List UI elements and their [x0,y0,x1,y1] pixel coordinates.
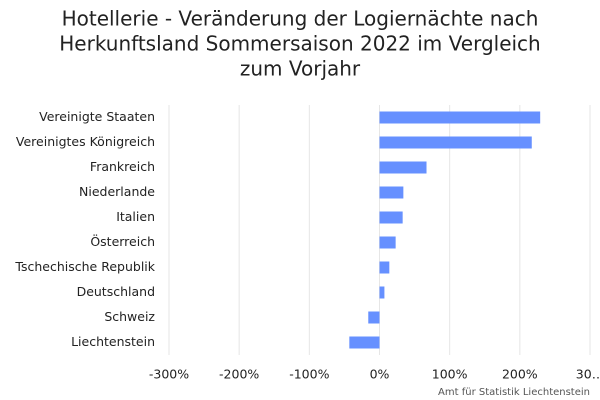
y-tick-label: Italien [116,209,155,224]
chart-title: zum Vorjahr [240,57,361,81]
x-tick-label: 30… [576,367,600,382]
y-tick-label: Schweiz [104,309,155,324]
y-tick-label: Liechtenstein [71,334,155,349]
x-tick-label: 200% [502,367,538,382]
bar [379,111,541,124]
y-tick-label: Vereinigtes Königreich [16,134,155,149]
x-tick-label: -100% [289,367,329,382]
y-tick-label: Vereinigte Staaten [39,109,155,124]
y-tick-label: Frankreich [90,159,155,174]
bar [349,336,380,349]
y-tick-label: Niederlande [79,184,155,199]
y-tick-label: Österreich [90,233,155,249]
x-tick-label: -200% [219,367,259,382]
bar [379,261,390,274]
source-note: Amt für Statistik Liechtenstein [438,387,590,398]
bar [379,186,404,199]
bar [379,136,532,149]
bar [368,311,380,324]
bar [379,236,396,249]
y-tick-label: Deutschland [77,284,155,299]
bar [379,211,403,224]
bar [379,161,427,174]
x-tick-label: 100% [432,367,468,382]
chart-title: Herkunftsland Sommersaison 2022 im Vergl… [59,32,540,56]
y-tick-label: Tschechische Republik [14,259,155,274]
bar [379,286,385,299]
chart-title: Hotellerie - Veränderung der Logiernächt… [62,7,539,31]
x-tick-label: 0% [370,367,390,382]
x-tick-label: -300% [149,367,189,382]
